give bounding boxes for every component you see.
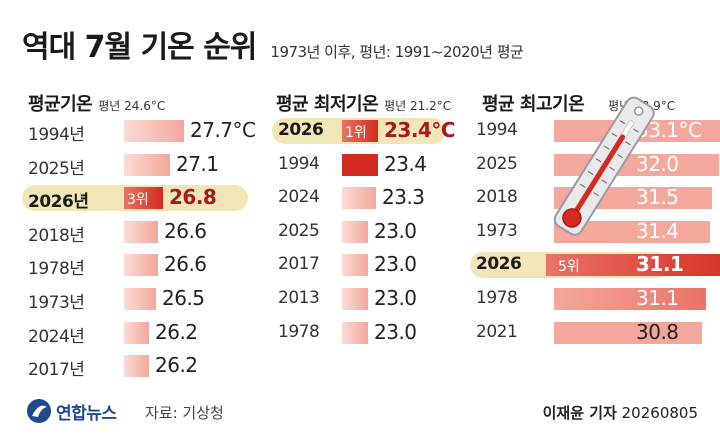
year-label: 1978년 bbox=[28, 259, 85, 280]
value-label: 32.0 bbox=[636, 151, 679, 176]
bar bbox=[554, 220, 710, 243]
bar bbox=[554, 288, 706, 310]
year-label: 2024 bbox=[278, 187, 320, 208]
credit-date: 20260805 bbox=[621, 404, 698, 422]
value-label: 23.0 bbox=[374, 252, 417, 277]
bar bbox=[124, 321, 149, 344]
year-label: 2026 bbox=[278, 120, 324, 140]
value-label: 31.5 bbox=[636, 185, 679, 210]
value-label: 26.2 bbox=[155, 319, 198, 344]
year-label: 2024년 bbox=[28, 326, 85, 347]
bar bbox=[124, 288, 156, 310]
bar bbox=[124, 120, 184, 142]
year-label: 2026 bbox=[476, 254, 522, 275]
bar bbox=[124, 187, 163, 210]
bar bbox=[342, 321, 368, 344]
year-label: 1978 bbox=[476, 288, 518, 308]
credit: 이재윤 기자 20260805 bbox=[543, 402, 698, 423]
rank-label: 5위 bbox=[558, 259, 580, 276]
value-label: 26.8 bbox=[169, 185, 217, 210]
year-label: 2013 bbox=[278, 288, 320, 308]
value-label: 26.5 bbox=[162, 286, 205, 310]
yonhap-logo-icon bbox=[27, 399, 51, 423]
yonhap-logo: 연합뉴스 bbox=[26, 398, 117, 424]
chart-subtitle: 1973년 이후, 평년: 1991~2020년 평균 bbox=[270, 43, 524, 61]
credit-name: 이재윤 기자 bbox=[542, 404, 617, 422]
bar bbox=[124, 355, 149, 378]
value-label: 27.1 bbox=[176, 151, 219, 176]
chart-title: 역대 7월 기온 순위 bbox=[22, 30, 257, 65]
data-source: 자료: 기상청 bbox=[145, 404, 224, 422]
thermometer-icon bbox=[553, 96, 655, 236]
bar bbox=[124, 153, 170, 176]
value-label: 26.6 bbox=[164, 218, 207, 243]
bar bbox=[554, 321, 702, 344]
bar bbox=[342, 220, 368, 243]
value-label: 23.0 bbox=[374, 286, 417, 310]
bar bbox=[546, 254, 720, 277]
year-label: 1994년 bbox=[28, 125, 85, 145]
bar bbox=[342, 254, 368, 277]
panel-head-avg: 평균기온 평년 24.6°C bbox=[28, 90, 165, 116]
value-label: 23.3 bbox=[382, 185, 425, 210]
bar bbox=[124, 220, 158, 243]
year-label: 2025 bbox=[278, 220, 320, 241]
value-label: 30.8 bbox=[636, 319, 679, 344]
bar bbox=[124, 254, 158, 277]
panel-title-max: 평균 최고기온 bbox=[482, 94, 585, 115]
rank-label: 1위 bbox=[345, 125, 367, 141]
value-label: 26.6 bbox=[164, 252, 207, 277]
year-label: 2018년 bbox=[28, 225, 85, 246]
year-label: 2026년 bbox=[28, 192, 89, 213]
year-label: 2017년 bbox=[28, 360, 85, 381]
year-label: 1994 bbox=[476, 120, 518, 140]
value-label: 23.0 bbox=[374, 319, 417, 344]
bar bbox=[342, 153, 378, 176]
value-label: 26.2 bbox=[155, 353, 198, 378]
value-label: 31.1 bbox=[636, 286, 679, 310]
panel-title-avg: 평균기온 bbox=[28, 94, 93, 115]
year-label: 1994 bbox=[278, 153, 320, 174]
year-label: 1973년 bbox=[28, 293, 85, 313]
value-label: 31.4 bbox=[636, 218, 679, 243]
header: 역대 7월 기온 순위 1973년 이후, 평년: 1991~2020년 평균 bbox=[22, 22, 524, 66]
logo-text: 연합뉴스 bbox=[56, 403, 117, 424]
bar bbox=[342, 120, 378, 142]
value-label: 23.4°C bbox=[384, 118, 456, 142]
rank-label: 3위 bbox=[127, 192, 149, 209]
year-label: 1978 bbox=[278, 321, 320, 342]
panel-normal-min: 평년 21.2°C bbox=[384, 99, 452, 113]
value-label: 23.0 bbox=[374, 218, 417, 243]
panel-head-min: 평균 최저기온 평년 21.2°C bbox=[276, 90, 451, 116]
year-label: 2021 bbox=[476, 321, 518, 342]
year-label: 2017 bbox=[278, 254, 320, 275]
panel-title-min: 평균 최저기온 bbox=[276, 94, 379, 115]
bar bbox=[342, 187, 376, 210]
year-label: 1973 bbox=[476, 220, 518, 241]
value-label: 27.7°C bbox=[190, 118, 256, 142]
value-label: 31.1 bbox=[636, 252, 684, 277]
bar bbox=[342, 288, 368, 310]
year-label: 2025년 bbox=[28, 158, 85, 179]
year-label: 2025 bbox=[476, 153, 518, 174]
value-label: 23.4 bbox=[384, 151, 427, 176]
panel-normal-avg: 평년 24.6°C bbox=[98, 99, 166, 113]
year-label: 2018 bbox=[476, 187, 518, 208]
